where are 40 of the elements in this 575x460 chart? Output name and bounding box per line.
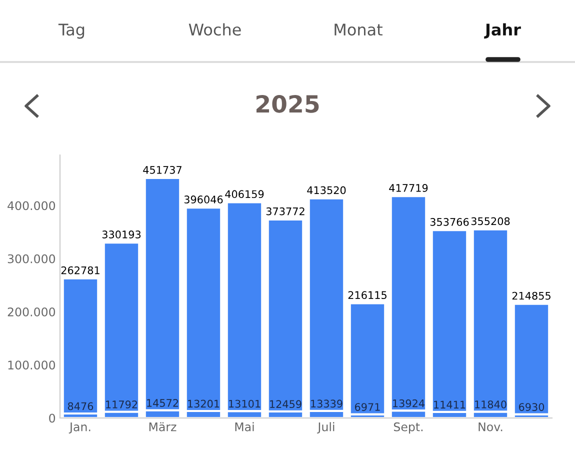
data-label: 11792 <box>106 400 138 408</box>
text: Jahr <box>484 23 521 39</box>
x-tick-label: Mai <box>235 422 254 432</box>
total-label: 396046 <box>184 196 223 204</box>
y-tick-label: 300.000 <box>8 254 56 264</box>
total-label: 413520 <box>307 186 346 194</box>
total-label: 417719 <box>389 184 428 192</box>
text: Monat <box>334 24 382 36</box>
data-label: 11840 <box>475 400 506 408</box>
y-tick-label: 100.000 <box>8 360 56 370</box>
y-tick-label: 400.000 <box>8 201 56 210</box>
text: Woche <box>188 23 241 36</box>
x-tick-label: Juli <box>317 422 334 434</box>
total-label: 216115 <box>348 291 386 300</box>
y-tick-label: 200.000 <box>8 307 56 316</box>
data-label: 6930 <box>518 403 544 411</box>
total-label: 330193 <box>102 230 141 238</box>
data-label: 8476 <box>68 402 94 410</box>
y-tick-label: 0 <box>49 414 56 423</box>
x-tick-label: Jan. <box>68 422 90 434</box>
data-label: 11411 <box>434 400 466 408</box>
total-label: 214855 <box>512 292 550 300</box>
total-label: 451737 <box>143 166 182 174</box>
total-label: 373772 <box>266 207 304 216</box>
text: Tag <box>58 24 84 39</box>
data-label: 14572 <box>147 399 178 407</box>
data-label: 13339 <box>311 400 342 408</box>
data-label: 13924 <box>393 399 424 408</box>
x-tick-label: Sept. <box>394 422 423 434</box>
x-tick-label: Nov. <box>478 422 502 432</box>
total-label: 353766 <box>430 218 469 226</box>
total-label: 406159 <box>225 190 264 198</box>
data-label: 12459 <box>270 400 302 408</box>
data-label: 13101 <box>229 400 260 408</box>
total-label: 262781 <box>61 266 100 274</box>
data-label: 13201 <box>188 400 220 408</box>
chart-title: 2025 <box>256 94 319 113</box>
data-label: 6971 <box>354 403 380 411</box>
total-label: 355208 <box>471 217 510 226</box>
x-tick-label: März <box>149 422 176 432</box>
